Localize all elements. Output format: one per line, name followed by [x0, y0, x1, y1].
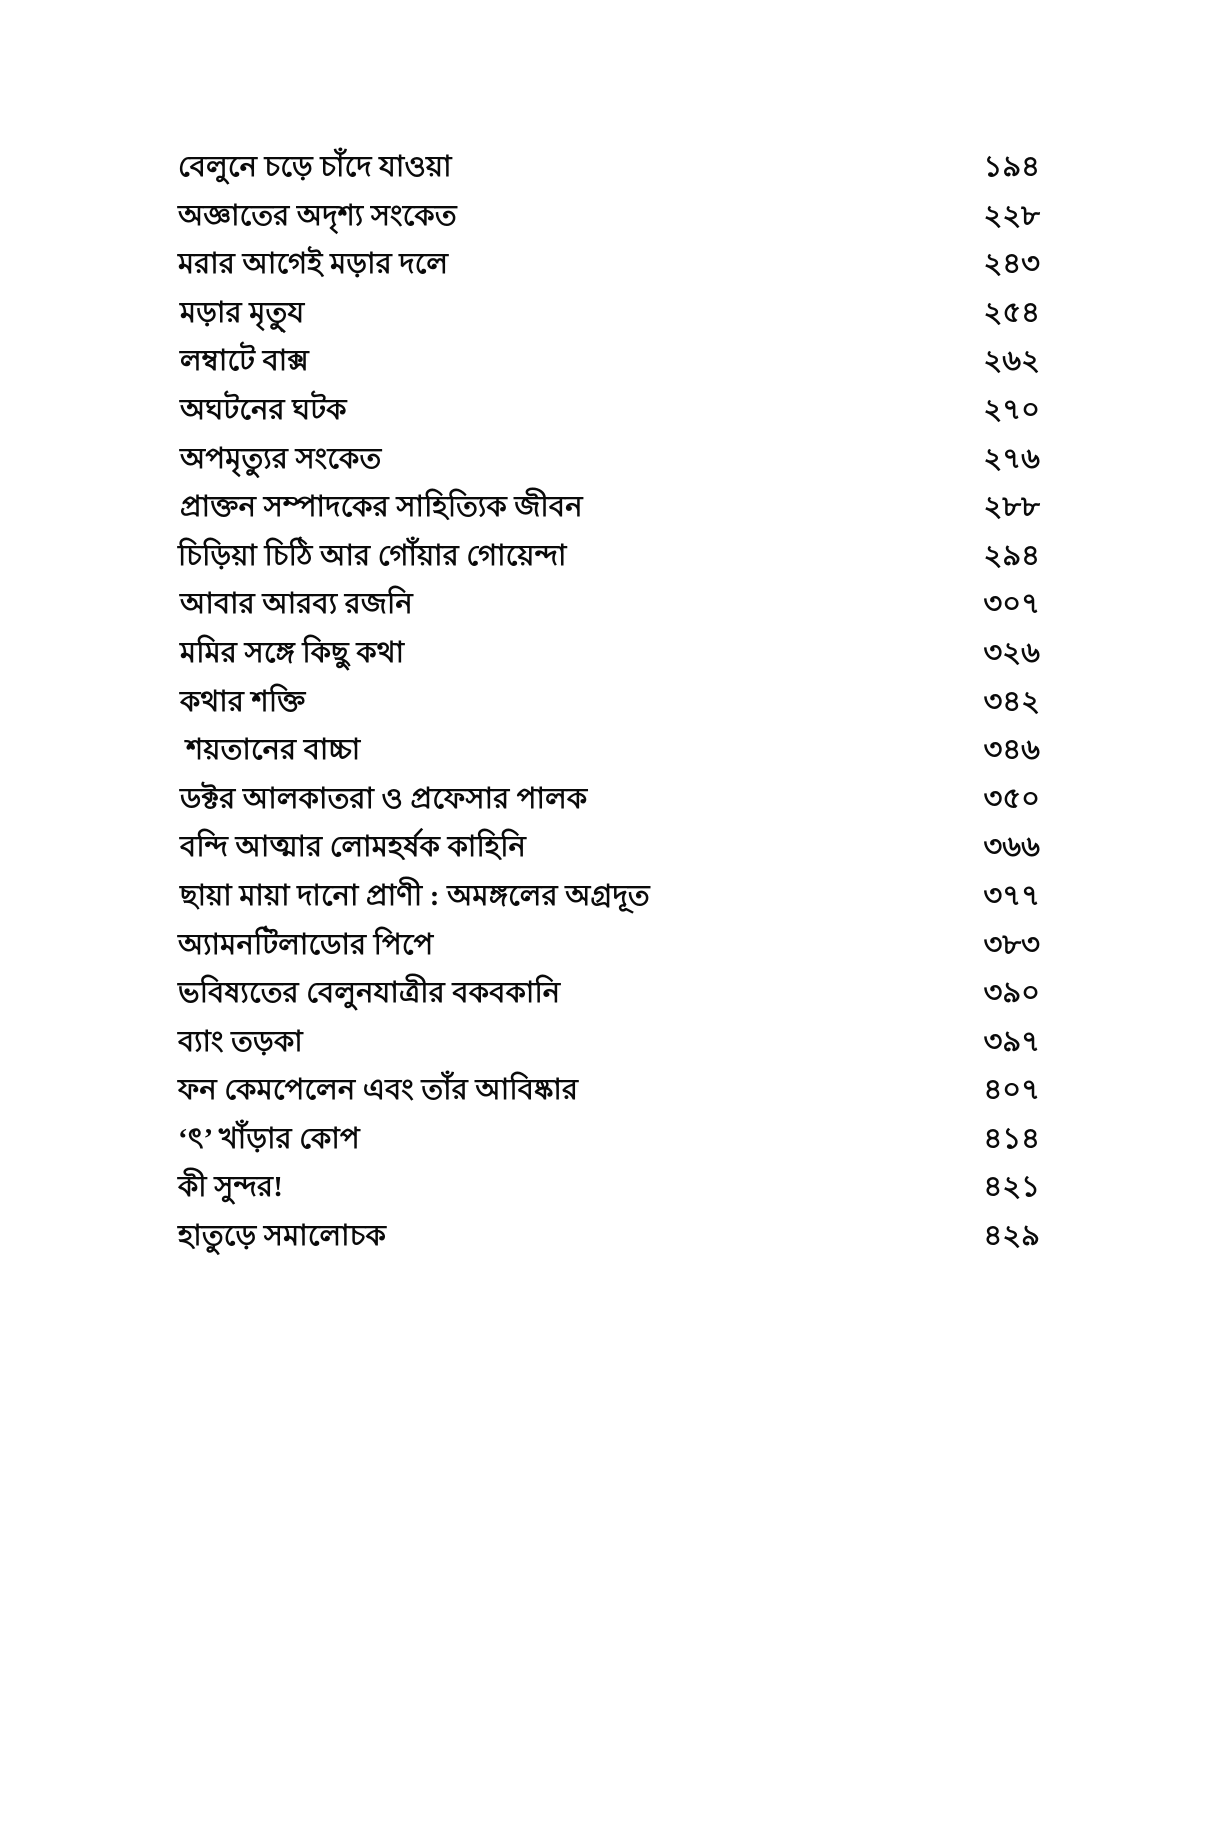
- toc-entry-title: বন্দি আত্মার লোমহর্ষক কাহিনি: [180, 831, 527, 864]
- toc-entry[interactable]: হাতুড়ে সমালোচক ৪২৯: [178, 1221, 1040, 1270]
- toc-entry[interactable]: লম্বাটে বাক্স ২৬২: [178, 346, 1040, 395]
- toc-entry-page-number: ৩৯৭: [983, 1025, 1040, 1058]
- toc-entry[interactable]: অ্যামনটিলাডোর পিপে ৩৮৩: [178, 928, 1040, 979]
- toc-entry-title: কথার শক্তি: [180, 685, 306, 718]
- toc-entry[interactable]: কী সুন্দর! ৪২১: [178, 1172, 1040, 1221]
- toc-entry-title: কী সুন্দর!: [178, 1171, 284, 1204]
- toc-entry[interactable]: ‘ৎ’ খাঁড়ার কোপ ৪১৪: [178, 1122, 1040, 1173]
- toc-entry-title: ভবিষ্যতের বেলুনযাত্রীর বকবকানি: [178, 977, 561, 1010]
- toc-entry-page-number: ২৭৬: [983, 442, 1040, 475]
- toc-entry-title: বেলুনে চড়ে চাঁদে যাওয়া: [178, 151, 452, 183]
- toc-entry-title: অঘটনের ঘটক: [180, 393, 347, 426]
- toc-entry-page-number: ৩৬৬: [983, 831, 1040, 864]
- toc-entry[interactable]: বেলুনে চড়ে চাঁদে যাওয়া ১৯৪: [178, 152, 1040, 201]
- toc-entry[interactable]: মড়ার মৃতু্য ২৫৪: [178, 296, 1041, 347]
- toc-entry-title: চিড়িয়া চিঠি আর গোঁয়ার গোয়েন্দা: [178, 539, 567, 572]
- toc-entry-title: মড়ার মৃতু্য: [180, 296, 305, 329]
- toc-entry[interactable]: মমির সঙ্গে কিছু কথা ৩২৬: [178, 636, 1040, 687]
- toc-entry-page-number: ৩৯০: [983, 977, 1040, 1010]
- toc-entry[interactable]: অপমৃত্যুর সংকেত ২৭৬: [178, 442, 1040, 493]
- toc-entry[interactable]: ফন কেমপেলেন এবং তাঁর আবিষ্কার ৪০৭: [178, 1075, 1040, 1124]
- toc-entry-page-number: ২৫৪: [983, 296, 1041, 329]
- toc-entry-title: অ্যামনটিলাডোর পিপে: [178, 928, 434, 961]
- toc-entry-page-number: ২৯৪: [983, 539, 1041, 572]
- toc-entry-page-number: ১৯৪: [983, 151, 1040, 183]
- toc-entry[interactable]: প্রাক্তন সম্পাদকের সাহিত্যিক জীবন ২৮৮: [178, 492, 1040, 541]
- toc-entry-title: ফন কেমপেলেন এবং তাঁর আবিষ্কার: [178, 1074, 579, 1107]
- toc-entry[interactable]: ভবিষ্যতের বেলুনযাত্রীর বকবকানি ৩৯০: [178, 978, 1040, 1027]
- toc-entry[interactable]: ব্যাং তড়কা ৩৯৭: [178, 1025, 1040, 1076]
- toc-entry[interactable]: চিড়িয়া চিঠি আর গোঁয়ার গোয়েন্দা ২৯৪: [178, 539, 1041, 590]
- toc-entry-title: হাতুড়ে সমালোচক: [178, 1220, 387, 1253]
- toc-entry-page-number: ৩২৬: [983, 636, 1040, 669]
- toc-entry-page-number: ৪২১: [983, 1171, 1041, 1204]
- toc-entry[interactable]: অজ্ঞাতের অদৃশ্য সংকেত ২২৮: [178, 199, 1040, 250]
- toc-entry[interactable]: বন্দি আত্মার লোমহর্ষক কাহিনি ৩৬৬: [178, 832, 1040, 881]
- toc-entry-page-number: ৩০৭: [983, 588, 1040, 621]
- toc-entry-page-number: ৪১৪: [983, 1122, 1040, 1155]
- toc-entry-page-number: ২৪৩: [983, 248, 1040, 281]
- toc-entry-title: অজ্ঞাতের অদৃশ্য সংকেত: [178, 199, 457, 232]
- toc-entry-page-number: ৩৮৩: [983, 928, 1040, 961]
- toc-entry[interactable]: শয়তানের বাচ্চা ৩৪৬: [178, 735, 1040, 784]
- toc-entry-page-number: ৩৭৭: [983, 879, 1040, 912]
- toc-entry-title: মমির সঙ্গে কিছু কথা: [180, 636, 405, 669]
- toc-entry-page-number: ২৭০: [983, 393, 1040, 426]
- toc-entry-page-number: ২৬২: [983, 345, 1040, 378]
- toc-entry[interactable]: অঘটনের ঘটক ২৭০: [178, 395, 1040, 444]
- toc-entry-page-number: ৪০৭: [983, 1074, 1040, 1107]
- toc-entry[interactable]: ছায়া মায়া দানো প্রাণী : অমঙ্গলের অগ্রদ…: [178, 879, 1040, 930]
- toc-entry-title: শয়তানের বাচ্চা: [186, 734, 361, 767]
- toc-entry[interactable]: কথার শক্তি ৩৪২: [178, 685, 1040, 736]
- toc-entry-title: ডক্টর আলকাতরা ও প্রফেসার পালক: [180, 782, 588, 815]
- toc-entry-title: লম্বাটে বাক্স: [180, 345, 309, 378]
- toc-entry-page-number: ২৮৮: [983, 491, 1041, 524]
- toc-entry-title: মরার আগেই মড়ার দলে: [178, 248, 449, 281]
- toc-entry-page-number: ২২৮: [983, 199, 1040, 232]
- toc-entry[interactable]: আবার আরব্য রজনি ৩০৭: [178, 589, 1040, 638]
- toc-entry-page-number: ৪২৯: [983, 1220, 1041, 1253]
- toc-entry-page-number: ৩৪২: [983, 685, 1040, 718]
- toc-entry[interactable]: ডক্টর আলকাতরা ও প্রফেসার পালক ৩৫০: [178, 782, 1040, 833]
- toc-entry-title: ব্যাং তড়কা: [178, 1025, 303, 1058]
- toc-entry-title: ছায়া মায়া দানো প্রাণী : অমঙ্গলের অগ্রদ…: [180, 879, 650, 912]
- toc-entry-title: প্রাক্তন সম্পাদকের সাহিত্যিক জীবন: [180, 491, 583, 524]
- table-of-contents: বেলুনে চড়ে চাঁদে যাওয়া ১৯৪ অজ্ঞাতের অদৃশ…: [178, 152, 1040, 1270]
- toc-entry-title: ‘ৎ’ খাঁড়ার কোপ: [178, 1122, 360, 1155]
- toc-entry-title: অপমৃত্যুর সংকেত: [180, 442, 382, 475]
- toc-entry-page-number: ৩৪৬: [983, 734, 1040, 767]
- toc-entry-page-number: ৩৫০: [983, 782, 1040, 815]
- toc-entry[interactable]: মরার আগেই মড়ার দলে ২৪৩: [178, 249, 1040, 298]
- toc-entry-title: আবার আরব্য রজনি: [180, 588, 413, 621]
